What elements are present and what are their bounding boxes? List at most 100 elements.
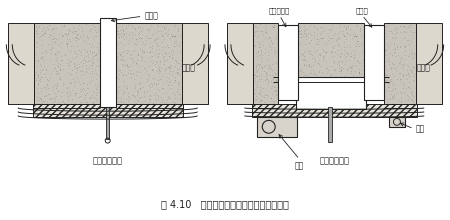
Point [76, 62, 83, 66]
Point [44, 26, 51, 29]
Point [338, 60, 346, 63]
Point [76, 82, 83, 86]
Point [125, 99, 132, 103]
Point [342, 59, 349, 63]
Point [316, 89, 323, 92]
Point [175, 43, 182, 46]
Point [349, 49, 356, 52]
Point [347, 76, 355, 80]
Point [330, 54, 338, 57]
Point [129, 59, 136, 62]
Point [342, 100, 350, 104]
Point [388, 36, 396, 40]
Point [401, 36, 408, 39]
Point [72, 50, 79, 53]
Point [174, 71, 181, 74]
Point [147, 49, 154, 52]
Point [251, 92, 258, 95]
Point [256, 93, 264, 96]
Point [38, 44, 45, 47]
Point [320, 27, 327, 31]
Text: 透气砖: 透气砖 [144, 12, 158, 21]
Point [356, 82, 364, 85]
Point [351, 69, 358, 73]
Point [397, 55, 405, 59]
Point [141, 90, 148, 93]
Point [155, 78, 162, 82]
Point [300, 63, 307, 67]
Point [298, 52, 306, 56]
Point [261, 23, 269, 27]
Point [171, 96, 179, 100]
Point [311, 59, 319, 62]
Point [403, 64, 410, 67]
Point [89, 71, 96, 75]
Point [83, 54, 90, 57]
Point [323, 42, 330, 46]
Point [159, 81, 166, 85]
Point [72, 100, 79, 104]
Point [49, 46, 56, 50]
Point [78, 64, 86, 68]
Bar [106, 107, 109, 139]
Point [67, 72, 74, 75]
Point [315, 61, 322, 65]
Point [406, 52, 413, 55]
Point [319, 37, 326, 40]
Point [127, 53, 134, 57]
Point [54, 64, 62, 68]
Point [55, 100, 62, 103]
Point [356, 26, 364, 29]
Point [392, 91, 399, 94]
Point [330, 46, 337, 50]
Point [151, 96, 158, 99]
Point [75, 36, 82, 40]
Point [344, 52, 351, 55]
Point [300, 32, 307, 35]
Point [57, 40, 64, 44]
Point [93, 87, 100, 90]
Point [390, 62, 397, 66]
Point [347, 82, 355, 86]
Point [89, 23, 96, 27]
Point [158, 29, 165, 33]
Point [165, 96, 172, 99]
Point [328, 26, 336, 29]
Point [80, 33, 87, 36]
Point [388, 30, 395, 33]
Point [301, 55, 308, 58]
Point [148, 36, 155, 40]
Point [91, 96, 99, 99]
Point [128, 57, 135, 60]
Point [149, 67, 156, 71]
Point [315, 62, 323, 66]
Point [145, 83, 152, 87]
Point [295, 76, 302, 79]
Point [311, 49, 318, 53]
Point [173, 62, 180, 65]
Point [383, 98, 391, 101]
Point [170, 52, 177, 55]
Point [148, 76, 155, 80]
Point [319, 58, 326, 62]
Point [130, 41, 137, 45]
Point [79, 40, 86, 44]
Point [53, 55, 60, 58]
Point [400, 68, 407, 71]
Point [338, 47, 345, 50]
Point [390, 42, 397, 46]
Point [94, 73, 101, 77]
Point [56, 44, 63, 48]
Point [92, 34, 99, 38]
Point [304, 97, 311, 101]
Point [71, 91, 78, 94]
Point [61, 23, 68, 27]
Point [406, 86, 413, 90]
Point [340, 33, 347, 37]
Point [352, 35, 360, 38]
Point [388, 61, 395, 65]
Point [43, 85, 50, 89]
Point [253, 83, 260, 87]
Point [254, 40, 261, 44]
Point [358, 41, 365, 44]
